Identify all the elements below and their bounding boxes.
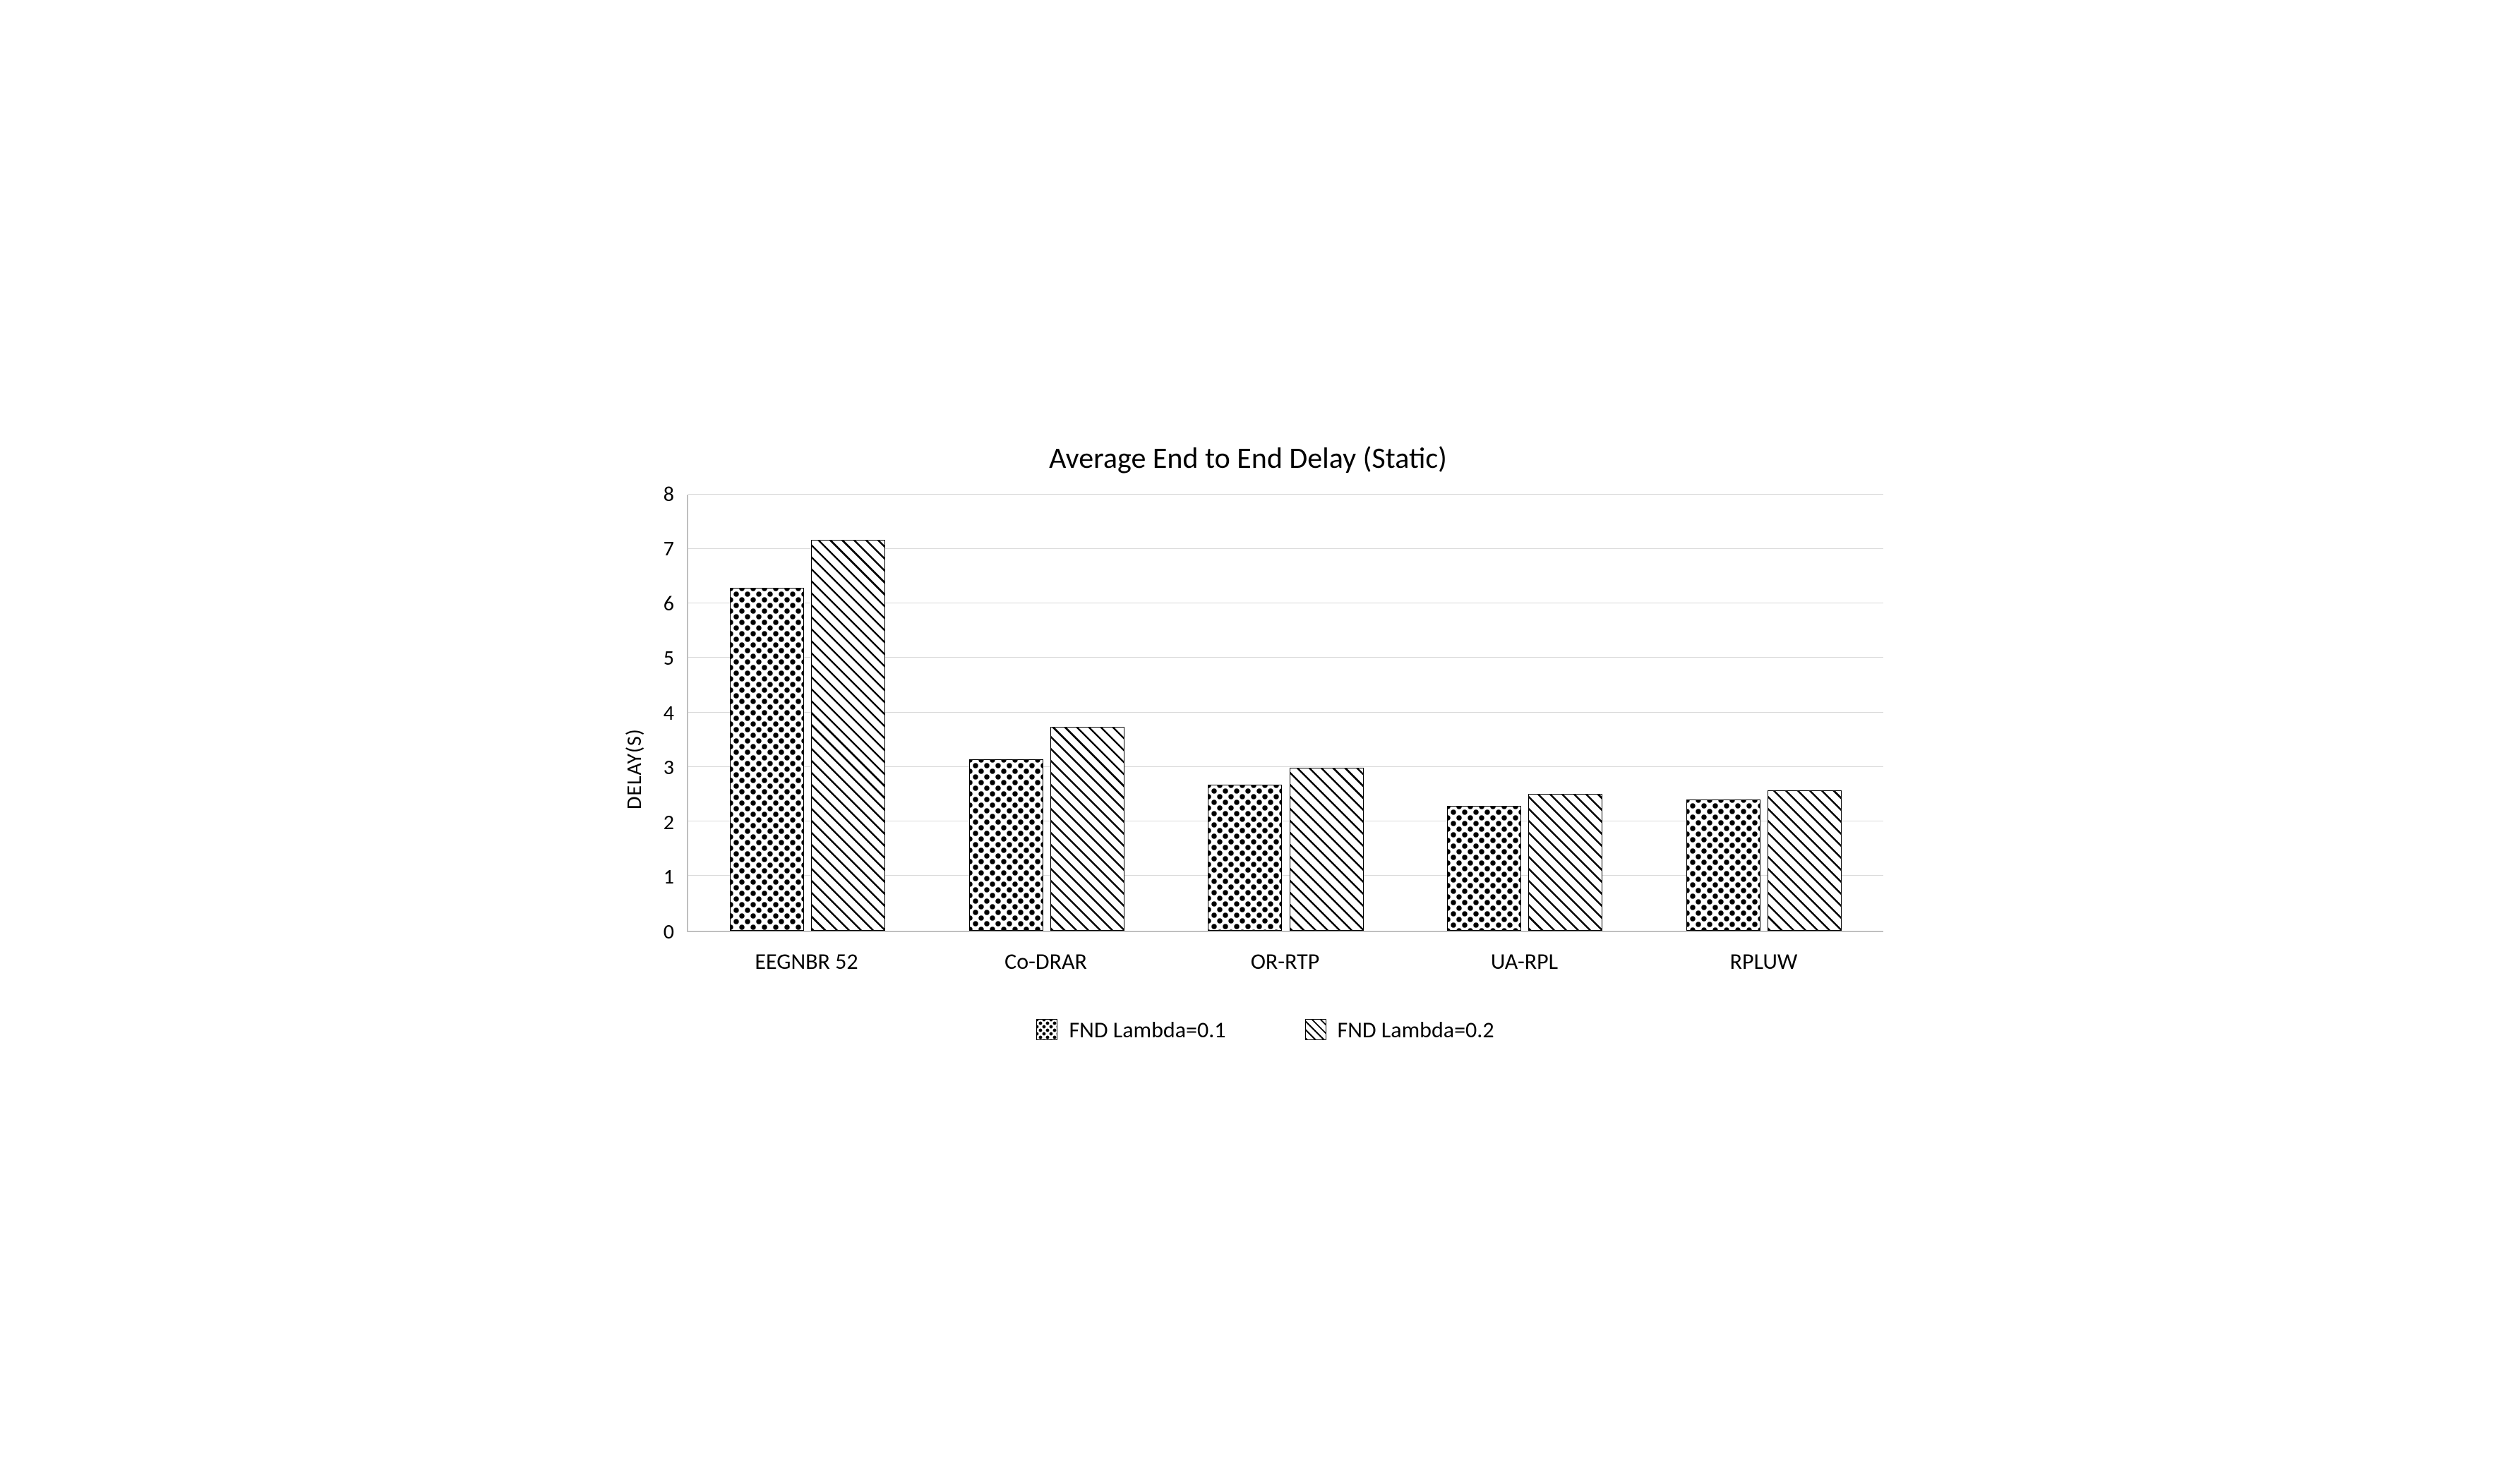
bar-diag — [811, 540, 885, 931]
bar-group — [1166, 495, 1405, 931]
bar-diag — [1768, 790, 1842, 931]
legend-label: FND Lambda=0.2 — [1338, 1016, 1494, 1044]
bars-layer — [688, 495, 1883, 931]
x-tick-label: UA-RPL — [1405, 932, 1644, 975]
x-axis-row: EEGNBR 52Co-DRAROR-RTPUA-RPLRPLUW — [647, 932, 1883, 975]
bar-diag — [1528, 794, 1602, 931]
bar-diag — [1050, 727, 1124, 931]
bar-dots — [730, 588, 804, 930]
bar-group — [928, 495, 1167, 931]
bar-dots — [1686, 800, 1760, 930]
chart-body: DELAY(S) 012345678 EEGNBR 52Co-DRAROR-RT… — [613, 495, 1883, 1044]
dots-swatch-icon — [1036, 1019, 1057, 1040]
bar-diag — [1290, 768, 1364, 930]
plot-column: 012345678 EEGNBR 52Co-DRAROR-RTPUA-RPLRP… — [647, 495, 1883, 1044]
x-tick-label: EEGNBR 52 — [687, 932, 926, 975]
bar-dots — [1208, 785, 1282, 930]
legend-item: FND Lambda=0.1 — [1036, 1016, 1225, 1044]
plot-row: 012345678 — [647, 495, 1883, 932]
plot-area — [687, 495, 1883, 932]
bar-dots — [969, 759, 1043, 931]
x-tick-label: RPLUW — [1644, 932, 1883, 975]
diag-swatch-icon — [1305, 1019, 1326, 1040]
bar-group — [1644, 495, 1883, 931]
delay-bar-chart: Average End to End Delay (Static) DELAY(… — [613, 440, 1883, 1043]
bar-group — [1405, 495, 1645, 931]
x-tick-label: Co-DRAR — [926, 932, 1165, 975]
legend-item: FND Lambda=0.2 — [1305, 1016, 1494, 1044]
bar-dots — [1447, 806, 1521, 930]
x-axis-ticks: EEGNBR 52Co-DRAROR-RTPUA-RPLRPLUW — [687, 932, 1883, 975]
chart-title: Average End to End Delay (Static) — [613, 440, 1883, 476]
y-axis-ticks: 012345678 — [647, 495, 687, 932]
x-axis-spacer — [647, 932, 687, 975]
legend-label: FND Lambda=0.1 — [1069, 1016, 1225, 1044]
legend: FND Lambda=0.1 FND Lambda=0.2 — [647, 1016, 1883, 1044]
x-tick-label: OR-RTP — [1165, 932, 1405, 975]
y-axis-label: DELAY(S) — [613, 495, 647, 1044]
bar-group — [688, 495, 928, 931]
